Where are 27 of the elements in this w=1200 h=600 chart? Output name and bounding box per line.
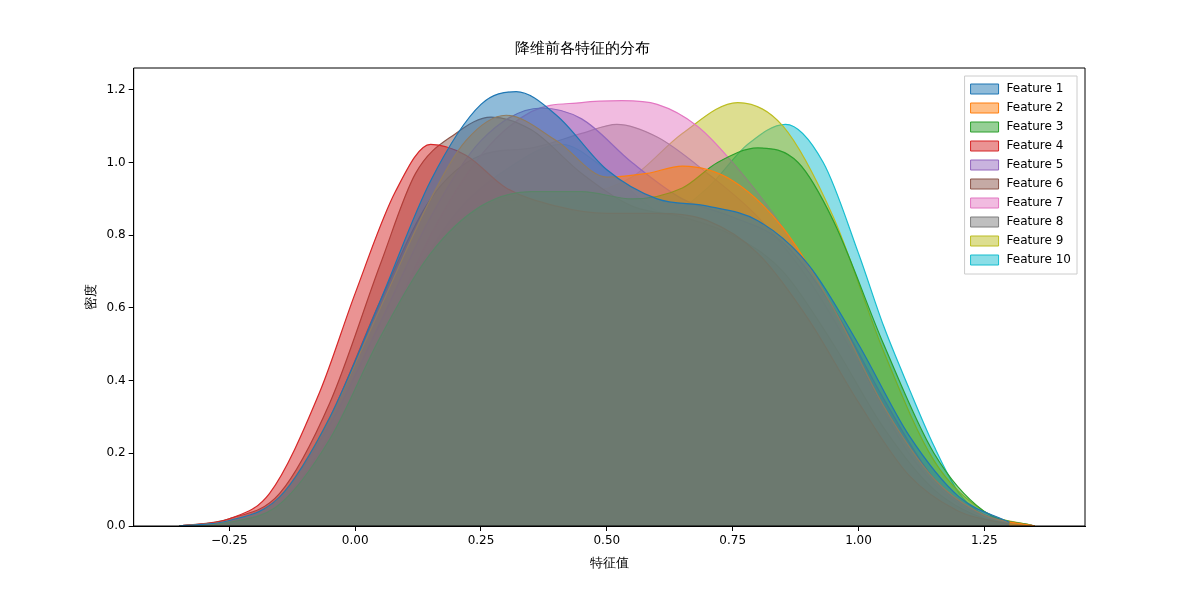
legend-label: Feature 4 <box>1006 138 1064 153</box>
legend-label: Feature 1 <box>1006 81 1064 96</box>
x-tick-label: 0.25 <box>467 533 495 548</box>
legend-label: Feature 7 <box>1006 195 1064 210</box>
y-tick-label: 0.4 <box>106 372 126 387</box>
x-axis-title: 特征值 <box>589 554 629 570</box>
x-tick-label: 0.50 <box>593 533 621 548</box>
y-axis-title: 密度 <box>83 284 99 310</box>
x-tick-label: 0.75 <box>719 533 747 548</box>
y-tick-label: 1.0 <box>106 154 126 169</box>
x-tick-label: 1.00 <box>845 533 872 548</box>
legend-label: Feature 9 <box>1006 233 1064 248</box>
y-tick-label: 0.2 <box>106 445 126 460</box>
y-tick-label: 1.2 <box>106 81 126 96</box>
legend-label: Feature 3 <box>1006 119 1064 134</box>
x-tick-label: −0.25 <box>210 533 248 548</box>
x-tick-label: 0.00 <box>341 533 369 548</box>
legend-label: Feature 10 <box>1006 252 1072 267</box>
legend-label: Feature 8 <box>1006 214 1064 229</box>
y-tick-label: 0.6 <box>106 300 126 315</box>
legend-label: Feature 6 <box>1006 176 1064 191</box>
y-tick-label: 0.8 <box>106 227 126 242</box>
y-tick-label: 0.0 <box>106 518 126 533</box>
legend-label: Feature 5 <box>1006 157 1064 172</box>
legend-label: Feature 2 <box>1006 100 1064 115</box>
x-tick-label: 1.25 <box>970 533 998 548</box>
chart-title: 降维前各特征的分布 <box>515 38 650 57</box>
